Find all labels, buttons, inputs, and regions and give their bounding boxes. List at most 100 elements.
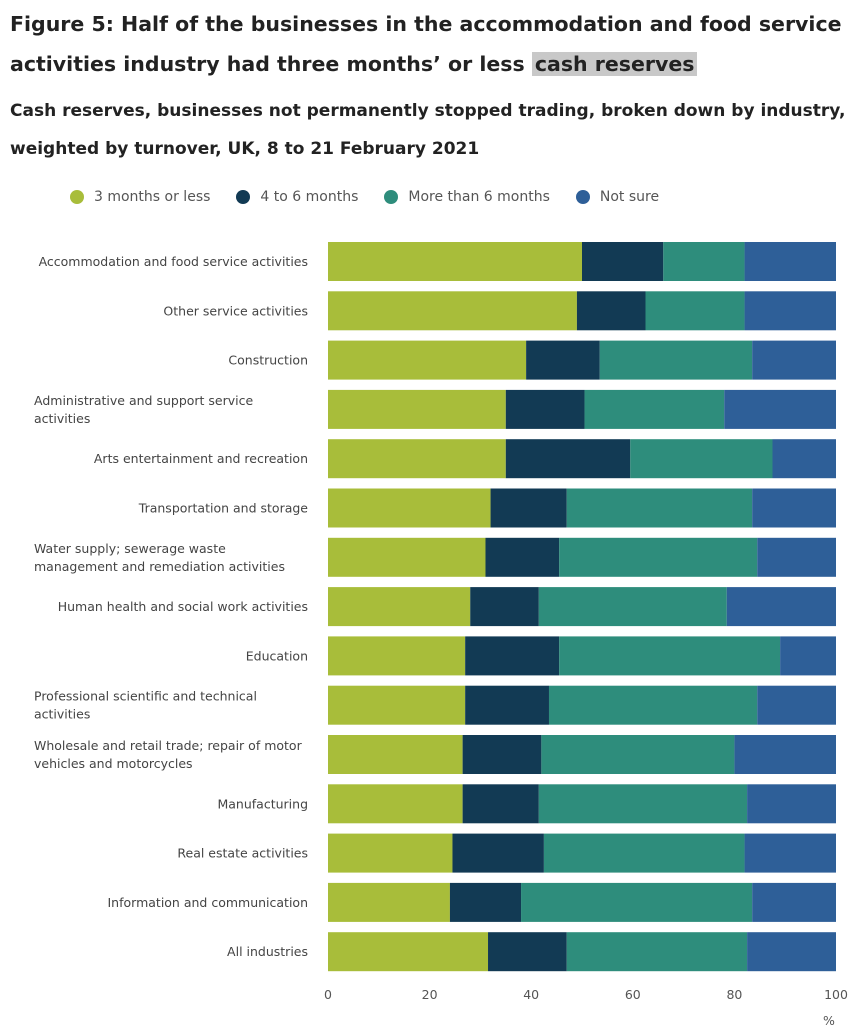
bar-segment bbox=[757, 537, 836, 577]
bar-segment bbox=[566, 488, 753, 528]
category-label: Manufacturing bbox=[217, 796, 308, 811]
bar-segment bbox=[752, 882, 836, 922]
category-label: Real estate activities bbox=[177, 846, 308, 861]
bar-segment bbox=[505, 439, 631, 479]
category-label: Wholesale and retail trade; repair of mo… bbox=[34, 738, 303, 771]
category-label: Professional scientific and technical act… bbox=[34, 689, 257, 722]
bar-segment bbox=[752, 488, 836, 528]
legend-swatch bbox=[236, 190, 251, 204]
bar-segment bbox=[744, 242, 836, 281]
bar-segment bbox=[328, 488, 491, 528]
bar-segment bbox=[488, 932, 567, 972]
bar-segment bbox=[328, 833, 453, 873]
legend-swatch bbox=[575, 190, 590, 204]
x-tick-label: 80 bbox=[726, 987, 742, 1002]
bar-segment bbox=[328, 784, 463, 824]
bar-segment bbox=[521, 882, 753, 922]
legend-swatch bbox=[70, 190, 84, 204]
bar-segment bbox=[576, 291, 646, 331]
bar-segment bbox=[541, 735, 735, 774]
bar-segment bbox=[630, 439, 773, 479]
legend-item: 4 to 6 months bbox=[236, 189, 358, 205]
category-label: Transportation and storage bbox=[138, 501, 309, 516]
x-tick-label: 20 bbox=[422, 987, 438, 1002]
bar-segment bbox=[752, 340, 836, 380]
bar-segment bbox=[328, 291, 577, 331]
bar-segment bbox=[559, 537, 758, 577]
bar-segment bbox=[663, 242, 745, 281]
bar-segment bbox=[328, 932, 489, 972]
bar-segment bbox=[726, 587, 836, 627]
category-label: Accommodation and food service activitie… bbox=[39, 254, 308, 269]
bar-segment bbox=[328, 389, 506, 429]
category-label: Human health and social work activities bbox=[58, 599, 308, 614]
bar-segment bbox=[490, 488, 567, 528]
bar-segment bbox=[452, 833, 544, 873]
chart-title-highlight: cash reserves bbox=[531, 52, 698, 76]
legend-label: 3 months or less bbox=[94, 189, 211, 205]
bar-segment bbox=[744, 833, 836, 873]
bar-segment bbox=[328, 587, 471, 627]
chart-title: Figure 5: Half of the businesses in the … bbox=[10, 4, 850, 84]
bar-segment bbox=[328, 242, 582, 281]
legend-swatch bbox=[384, 190, 399, 204]
bar-segment bbox=[505, 389, 585, 429]
bar-segment bbox=[559, 636, 781, 676]
category-label: Water supply; sewerage waste management a… bbox=[34, 541, 285, 574]
bar-segment bbox=[772, 439, 836, 479]
chart-legend: 3 months or less 4 to 6 months More than 6… bbox=[70, 186, 685, 208]
bar-segment bbox=[470, 587, 539, 627]
bar-segment bbox=[747, 784, 836, 824]
x-tick-label: 40 bbox=[523, 987, 539, 1002]
x-tick-label: 0 bbox=[324, 987, 332, 1002]
bar-segment bbox=[538, 587, 727, 627]
category-label: Construction bbox=[228, 353, 308, 368]
bar-segment bbox=[462, 784, 539, 824]
bar-segment bbox=[582, 242, 664, 281]
bar-segment bbox=[645, 291, 745, 331]
bar-segment bbox=[757, 685, 836, 725]
chart-title-text: Figure 5: Half of the businesses in the … bbox=[10, 12, 842, 76]
bar-segment bbox=[599, 340, 753, 380]
bar-segment bbox=[734, 735, 836, 774]
bar-segment bbox=[548, 685, 758, 725]
category-label: All industries bbox=[227, 944, 308, 959]
bar-segment bbox=[328, 735, 463, 774]
legend-label: More than 6 months bbox=[408, 189, 550, 205]
bar-segment bbox=[538, 784, 748, 824]
bar-segment bbox=[328, 537, 486, 577]
bar-segment bbox=[328, 340, 527, 380]
x-tick-label: 60 bbox=[625, 987, 641, 1002]
legend-item: Not sure bbox=[575, 189, 660, 205]
bar-segment bbox=[744, 291, 836, 331]
bar-segment bbox=[724, 389, 836, 429]
legend-item: 3 months or less bbox=[70, 189, 210, 205]
chart-subtitle: Cash reserves, businesses not permanentl… bbox=[10, 101, 846, 159]
bar-segment bbox=[328, 636, 466, 676]
bar-segment bbox=[449, 882, 522, 922]
bar-segment bbox=[780, 636, 836, 676]
legend-label: Not sure bbox=[599, 189, 660, 205]
bar-segment bbox=[465, 685, 549, 725]
bar-segment bbox=[584, 389, 725, 429]
bar-segment bbox=[328, 882, 450, 922]
bar-segment bbox=[328, 685, 466, 725]
bar-segment bbox=[747, 932, 836, 972]
category-label: Arts entertainment and recreation bbox=[94, 451, 308, 466]
bar-segment bbox=[328, 439, 506, 479]
bar-segment bbox=[465, 636, 560, 676]
category-label: Administrative and support service activi… bbox=[34, 393, 253, 426]
bar-segment bbox=[543, 833, 745, 873]
bar-segment bbox=[566, 932, 748, 972]
bar-segment bbox=[485, 537, 560, 577]
x-tick-label: 100 bbox=[824, 987, 848, 1002]
legend-item: More than 6 months bbox=[384, 189, 550, 205]
category-label: Information and communication bbox=[108, 895, 309, 910]
bar-segment bbox=[462, 735, 542, 774]
x-axis-unit: % bbox=[823, 1013, 835, 1028]
category-label: Education bbox=[246, 648, 308, 663]
category-label: Other service activities bbox=[163, 303, 308, 318]
bar-segment bbox=[526, 340, 600, 380]
legend-label: 4 to 6 months bbox=[260, 189, 359, 205]
